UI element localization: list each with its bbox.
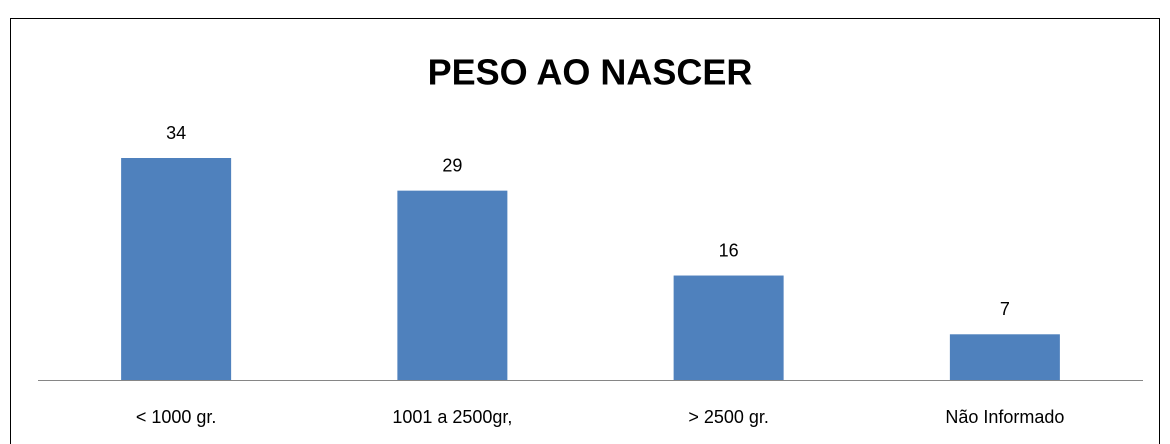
data-label: 34	[166, 123, 186, 143]
x-tick-label: 1001 a 2500gr,	[392, 407, 512, 427]
bar	[949, 334, 1060, 380]
chart-title: PESO AO NASCER	[428, 52, 753, 93]
x-tick-label: Não Informado	[945, 407, 1064, 427]
bar	[397, 190, 508, 380]
data-label: 16	[719, 240, 739, 260]
data-label: 29	[442, 155, 462, 175]
bar	[121, 158, 232, 380]
bar	[673, 275, 784, 380]
x-tick-label: < 1000 gr.	[136, 407, 217, 427]
x-tick-label: > 2500 gr.	[688, 407, 769, 427]
data-label: 7	[1000, 299, 1010, 319]
